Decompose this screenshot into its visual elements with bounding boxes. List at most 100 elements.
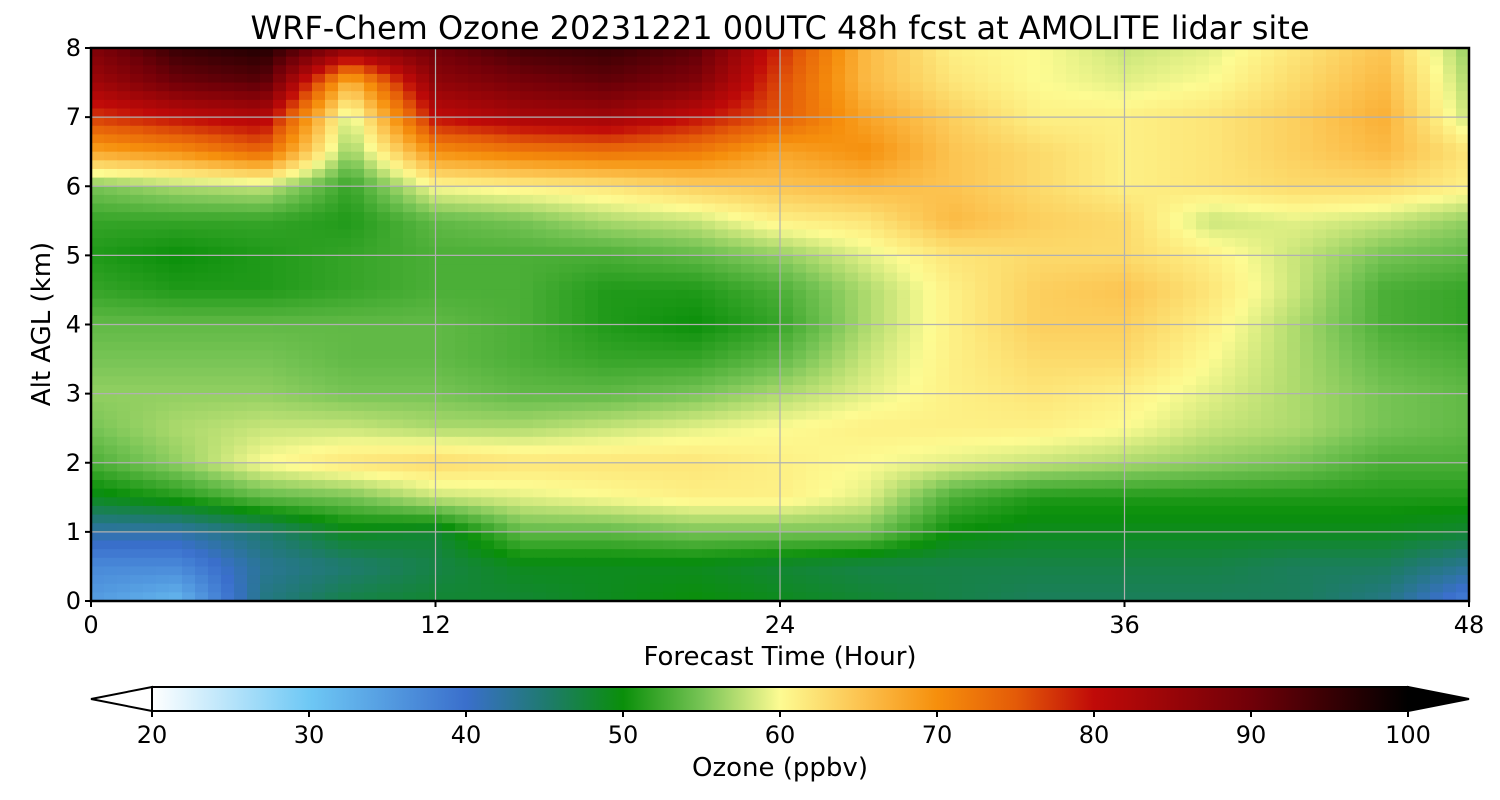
heatmap-cell [923, 48, 937, 58]
heatmap-cell [1326, 238, 1340, 248]
heatmap-cell [1092, 307, 1106, 317]
heatmap-cell [1456, 436, 1470, 447]
heatmap-cell [481, 376, 495, 386]
heatmap-cell [1144, 428, 1158, 438]
heatmap-cell [884, 151, 898, 161]
heatmap-cell [169, 393, 183, 403]
heatmap-cell [442, 324, 456, 334]
heatmap-cell [1235, 376, 1249, 386]
heatmap-cell [494, 168, 508, 179]
heatmap-cell [1079, 402, 1093, 412]
heatmap-cell [741, 410, 755, 421]
heatmap-cell [1157, 212, 1171, 222]
heatmap-cell [351, 428, 365, 438]
heatmap-cell [1105, 212, 1119, 222]
heatmap-cell [234, 229, 248, 239]
heatmap-cell [806, 445, 820, 455]
heatmap-cell [1196, 151, 1210, 161]
heatmap-cell [286, 255, 300, 265]
heatmap-cell [377, 99, 391, 110]
heatmap-cell [637, 333, 651, 343]
heatmap-cell [1170, 281, 1184, 291]
heatmap-cell [442, 264, 456, 274]
heatmap-cell [663, 212, 677, 222]
heatmap-cell [1014, 238, 1028, 248]
heatmap-cell [481, 289, 495, 300]
heatmap-cell [1235, 307, 1249, 317]
heatmap-cell [1040, 410, 1054, 421]
heatmap-cell [221, 376, 235, 386]
heatmap-cell [1417, 168, 1431, 179]
heatmap-cell [1157, 194, 1171, 205]
heatmap-cell [572, 350, 586, 360]
heatmap-cell [286, 168, 300, 179]
heatmap-cell [1066, 428, 1080, 438]
heatmap-cell [364, 203, 378, 213]
heatmap-cell [858, 384, 872, 395]
heatmap-cell [1170, 410, 1184, 421]
heatmap-cell [923, 203, 937, 213]
heatmap-cell [442, 445, 456, 455]
heatmap-cell [1430, 376, 1444, 386]
heatmap-cell [1404, 246, 1418, 256]
heatmap-cell [182, 384, 196, 395]
heatmap-cell [325, 168, 339, 179]
heatmap-cell [234, 194, 248, 205]
heatmap-cell [351, 419, 365, 429]
heatmap-cell [663, 307, 677, 317]
heatmap-cell [156, 108, 170, 118]
heatmap-cell [1040, 108, 1054, 118]
heatmap-cell [325, 436, 339, 447]
heatmap-cell [1404, 151, 1418, 161]
heatmap-cell [572, 264, 586, 274]
heatmap-cell [923, 143, 937, 153]
heatmap-cell [611, 177, 625, 187]
heatmap-cell [1378, 56, 1392, 66]
heatmap-cell [1417, 160, 1431, 170]
heatmap-cell [494, 298, 508, 308]
heatmap-cell [637, 151, 651, 161]
heatmap-cell [1430, 177, 1444, 187]
heatmap-cell [377, 246, 391, 256]
heatmap-cell [1222, 117, 1236, 127]
heatmap-cell [468, 428, 482, 438]
heatmap-cell [468, 281, 482, 291]
heatmap-cell [936, 281, 950, 291]
heatmap-cell [1300, 376, 1314, 386]
heatmap-cell [832, 255, 846, 265]
heatmap-cell [832, 65, 846, 75]
heatmap-cell [1183, 82, 1197, 92]
heatmap-cell [260, 436, 274, 447]
heatmap-cell [403, 212, 417, 222]
heatmap-cell [1339, 367, 1353, 377]
heatmap-cell [156, 65, 170, 75]
heatmap-cell [234, 324, 248, 334]
heatmap-cell [520, 143, 534, 153]
heatmap-cell [1430, 255, 1444, 265]
heatmap-cell [1105, 203, 1119, 213]
heatmap-cell [1079, 436, 1093, 447]
heatmap-cell [572, 220, 586, 231]
heatmap-cell [1365, 350, 1379, 360]
heatmap-cell [221, 151, 235, 161]
heatmap-cell [715, 186, 729, 196]
heatmap-cell [546, 65, 560, 75]
heatmap-cell [1105, 125, 1119, 136]
heatmap-cell [1066, 65, 1080, 75]
heatmap-cell [104, 151, 118, 161]
heatmap-cell [1300, 272, 1314, 282]
heatmap-cell [221, 341, 235, 352]
heatmap-cell [793, 48, 807, 58]
heatmap-cell [169, 333, 183, 343]
heatmap-cell [715, 324, 729, 334]
heatmap-cell [715, 341, 729, 352]
heatmap-cell [819, 410, 833, 421]
heatmap-cell [793, 168, 807, 179]
heatmap-cell [650, 376, 664, 386]
heatmap-cell [884, 160, 898, 170]
heatmap-cell [884, 220, 898, 231]
heatmap-cell [520, 134, 534, 144]
heatmap-cell [1443, 73, 1457, 84]
heatmap-cell [975, 445, 989, 455]
heatmap-cell [767, 298, 781, 308]
